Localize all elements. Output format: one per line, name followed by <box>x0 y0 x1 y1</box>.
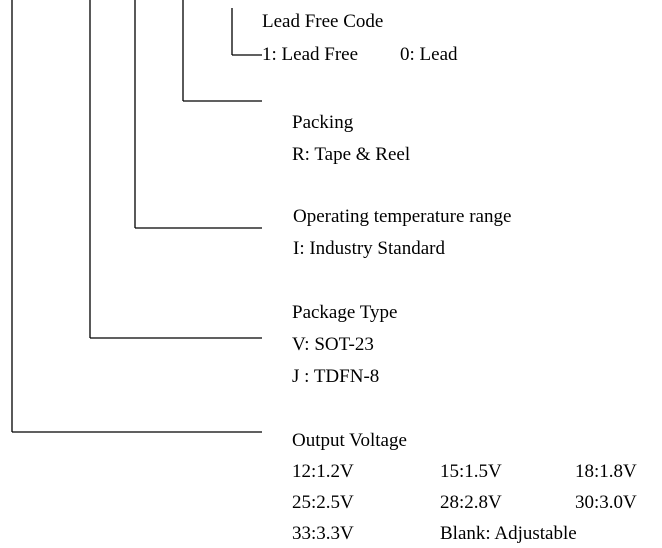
option: 12:1.2V <box>292 461 354 482</box>
section-title: Operating temperature range <box>293 206 511 227</box>
option: 33:3.3V <box>292 523 354 544</box>
option: V: SOT-23 <box>292 334 374 355</box>
option: I: Industry Standard <box>293 238 445 259</box>
option: 0: Lead <box>400 44 458 65</box>
option: Blank: Adjustable <box>440 523 577 544</box>
option: R: Tape & Reel <box>292 144 410 165</box>
option: 1: Lead Free <box>262 44 358 65</box>
section-title: Output Voltage <box>292 430 407 451</box>
option: 28:2.8V <box>440 492 502 513</box>
option: J : TDFN-8 <box>292 366 379 387</box>
option: 25:2.5V <box>292 492 354 513</box>
option: 18:1.8V <box>575 461 637 482</box>
connectors <box>11 0 262 433</box>
section-title: Lead Free Code <box>262 11 383 32</box>
section-title: Package Type <box>292 302 397 323</box>
option: 30:3.0V <box>575 492 637 513</box>
section-title: Packing <box>292 112 354 133</box>
option: 15:1.5V <box>440 461 502 482</box>
